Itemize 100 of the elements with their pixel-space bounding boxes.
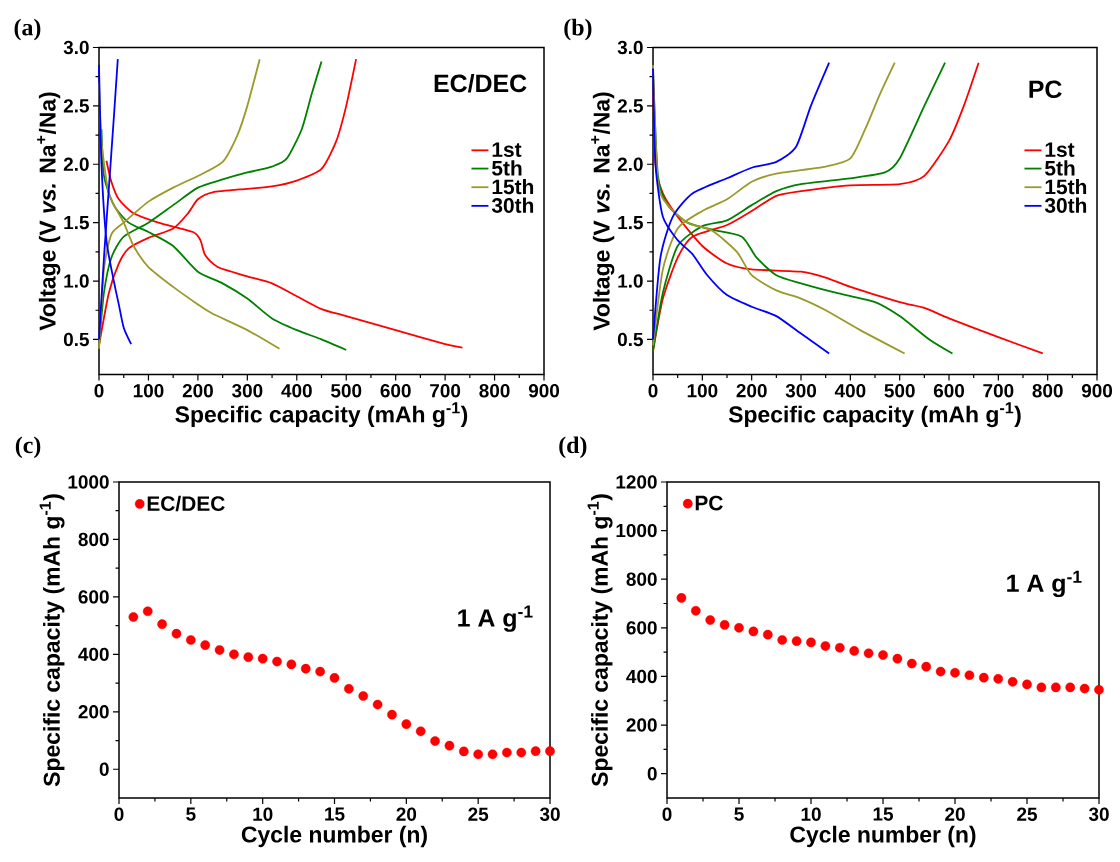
y-tick-label: 800 — [78, 532, 109, 547]
annotation: EC/DEC — [434, 73, 527, 93]
y-tick-label: 2.0 — [63, 157, 89, 171]
point — [734, 623, 744, 633]
point — [128, 612, 139, 622]
point — [791, 636, 802, 646]
point — [950, 668, 960, 678]
point — [1079, 683, 1090, 694]
point — [372, 699, 383, 710]
x-tick-label: 900 — [1081, 384, 1113, 398]
point — [892, 653, 903, 664]
x-tick-label: 15 — [325, 807, 345, 821]
point — [1022, 679, 1032, 690]
point — [502, 747, 512, 758]
x-tick-label: 900 — [528, 384, 560, 398]
point — [993, 674, 1004, 684]
point — [849, 646, 860, 656]
x-tick-label: 200 — [182, 384, 213, 398]
point — [487, 749, 498, 760]
x-tick-label: 5 — [186, 807, 196, 821]
y-tick-label: 0.5 — [63, 332, 89, 347]
x-tick-label: 500 — [884, 384, 915, 398]
annotation: 1 A g$^{-1}$ — [1007, 570, 1082, 598]
point — [545, 746, 555, 756]
x-tick-label: 10 — [253, 807, 273, 821]
point — [315, 666, 325, 677]
point — [401, 719, 412, 729]
point — [1007, 676, 1018, 687]
point — [171, 628, 182, 639]
point — [1065, 682, 1076, 693]
y-tick-label: 1000 — [68, 475, 109, 489]
x-tick-label: 700 — [430, 384, 461, 398]
x-tick-label: 20 — [945, 807, 965, 821]
point — [820, 641, 831, 651]
y-tick-label: 3.0 — [617, 40, 643, 55]
y-tick-label: 400 — [626, 669, 657, 684]
point — [878, 650, 888, 660]
y-tick-label: 600 — [78, 590, 109, 604]
y-tick-label: 200 — [626, 718, 657, 732]
x-tick-label: 0 — [662, 807, 672, 821]
chart-title: (c) — [15, 436, 41, 459]
legend-label: 30th — [1044, 197, 1087, 213]
chart-title: (b) — [564, 18, 592, 41]
x-axis-title: Specific capacity (mAh g$^{-1}$) — [728, 402, 1021, 428]
x-axis-title: Cycle number (n) — [790, 825, 976, 848]
point — [806, 637, 816, 648]
y-tick-label: 1200 — [616, 475, 657, 489]
y-tick-label: 1.0 — [64, 274, 89, 288]
legend-label: 30th — [491, 197, 534, 213]
point — [1051, 682, 1061, 693]
x-tick-label: 25 — [468, 807, 489, 821]
y-tick-label: 600 — [626, 621, 657, 635]
y-tick-label: 1.5 — [64, 216, 89, 230]
y-tick-label: 2.5 — [63, 99, 89, 113]
x-tick-label: 10 — [801, 807, 821, 821]
x-tick-label: 20 — [396, 807, 417, 821]
y-tick-label: 400 — [78, 647, 109, 662]
point — [243, 652, 254, 663]
point — [1094, 685, 1104, 695]
y-axis-title: Specific capacity (mAh g$^{-1}$) — [39, 494, 65, 787]
point — [430, 736, 440, 746]
point — [286, 659, 297, 670]
y-tick-label: 0.5 — [617, 332, 643, 347]
point — [935, 666, 946, 677]
point — [459, 746, 469, 757]
legend-label: PC — [695, 495, 723, 511]
x-tick-label: 600 — [380, 384, 411, 398]
legend-label: 15th — [492, 178, 534, 195]
point — [777, 635, 788, 645]
point — [157, 619, 167, 629]
x-axis-title: Cycle number (n) — [241, 825, 427, 848]
x-tick-label: 30 — [539, 807, 560, 821]
y-tick-label: 1.5 — [618, 216, 643, 230]
point — [415, 726, 426, 737]
y-tick-label: 3.0 — [63, 40, 89, 55]
point — [705, 615, 716, 625]
x-tick-label: 25 — [1017, 807, 1038, 821]
point — [186, 635, 196, 645]
y-tick-label: 0 — [99, 762, 109, 776]
legend-label: EC/DEC — [147, 495, 225, 512]
point — [964, 670, 975, 681]
y-axis-title: Voltage (V vs. Na$^{+}$/Na) — [591, 92, 615, 331]
point — [979, 672, 989, 683]
legend-label: 5th — [492, 160, 522, 176]
point — [344, 684, 354, 694]
x-tick-label: 0 — [114, 807, 124, 821]
x-tick-label: 400 — [281, 384, 312, 398]
x-tick-label: 300 — [785, 384, 817, 398]
chart-title: (d) — [559, 436, 587, 459]
y-tick-label: 0 — [647, 766, 657, 781]
point — [835, 642, 845, 653]
y-tick-label: 2.0 — [617, 157, 643, 171]
point — [387, 709, 397, 720]
point — [1036, 682, 1047, 693]
point — [142, 606, 153, 617]
point — [200, 640, 211, 650]
point — [516, 747, 527, 758]
y-tick-label: 2.5 — [617, 99, 643, 113]
point — [907, 658, 917, 669]
point — [358, 691, 369, 701]
